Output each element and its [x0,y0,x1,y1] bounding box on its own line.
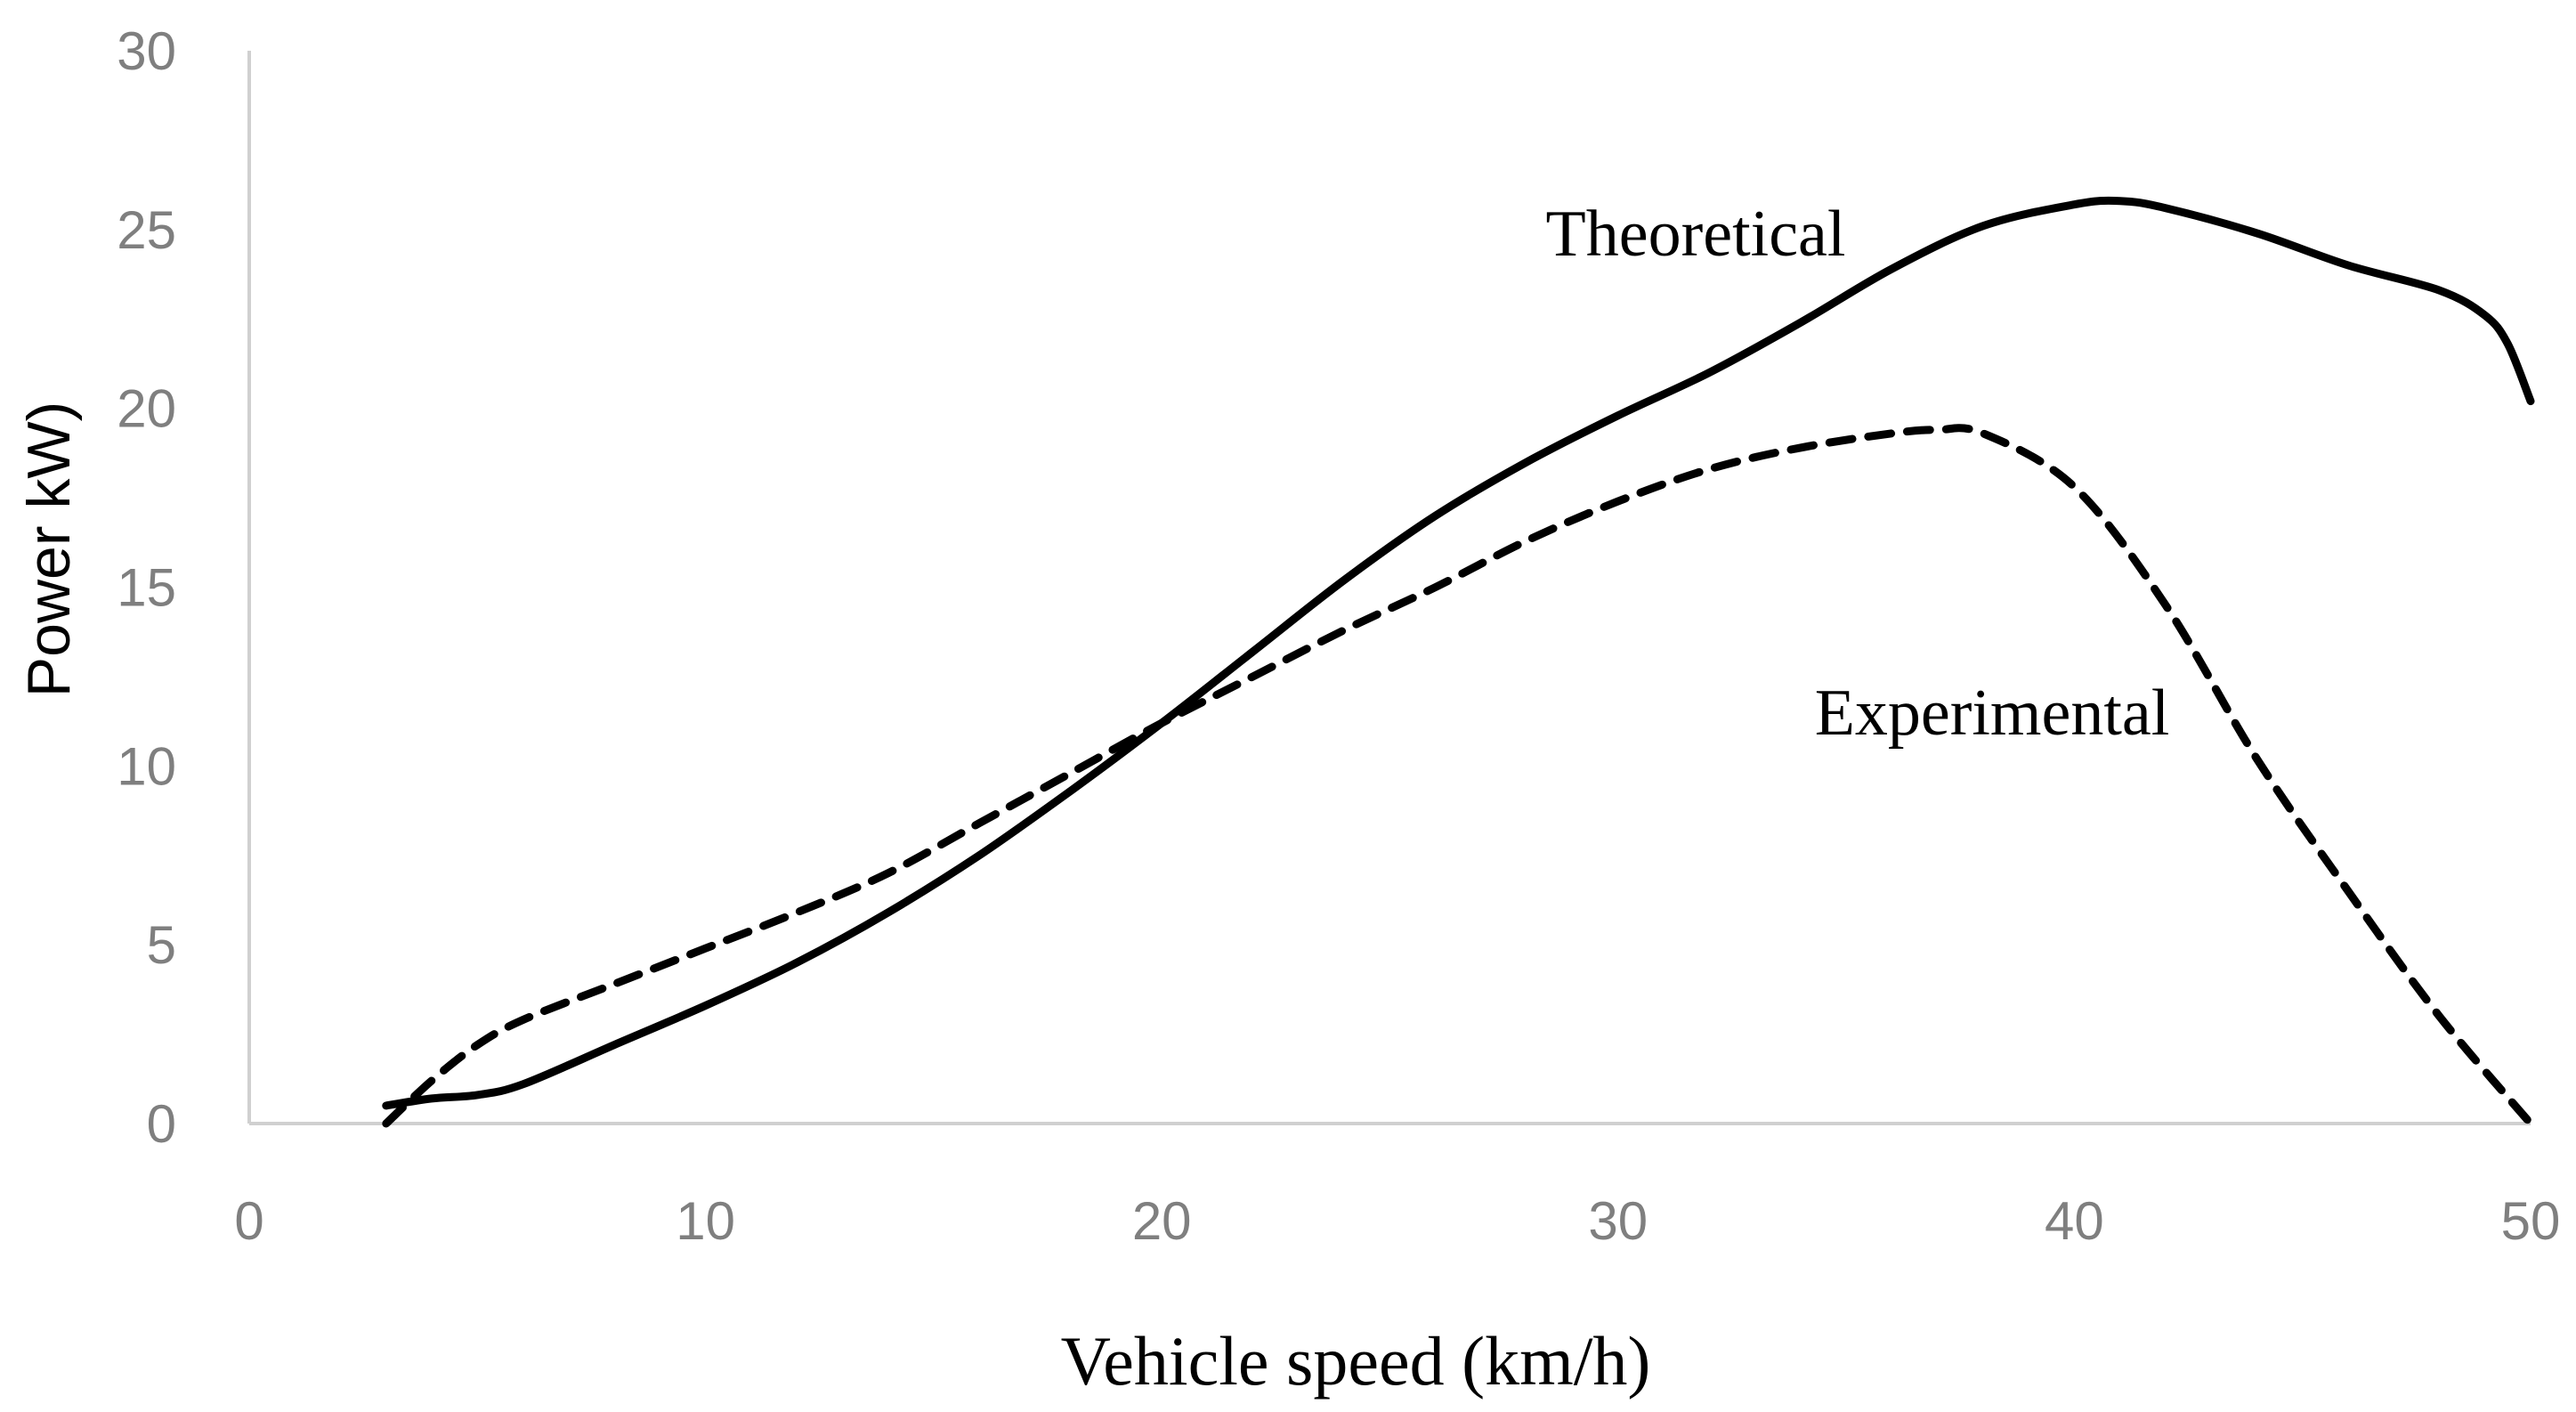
y-tick-label: 30 [117,21,176,81]
x-tick-label: 50 [2501,1191,2561,1251]
series-label-experimental: Experimental [1815,677,2170,750]
series-line-experimental [382,424,2535,1128]
y-tick-label: 5 [147,915,176,975]
y-tick-label: 0 [147,1094,176,1154]
x-tick-label: 40 [2045,1191,2104,1251]
x-tick-label: 10 [676,1191,735,1251]
x-axis-title: Vehicle speed (km/h) [1061,1322,1651,1400]
y-axis-title: Power kW) [15,402,83,697]
y-tick-label: 20 [117,379,176,439]
series-label-theoretical: Theoretical [1546,198,1846,271]
x-tick-label: 20 [1132,1191,1192,1251]
series-lines [382,196,2535,1128]
y-tick-labels: 0 5 10 15 20 25 30 [117,21,176,1154]
x-tick-label: 30 [1588,1191,1648,1251]
x-tick-label: 0 [234,1191,263,1251]
y-tick-label: 10 [117,736,176,796]
x-tick-labels: 0 10 20 30 40 50 [234,1191,2560,1251]
y-tick-label: 25 [117,200,176,260]
y-tick-label: 15 [117,558,176,618]
axes [247,51,2531,1125]
series-line-theoretical [382,196,2535,1110]
